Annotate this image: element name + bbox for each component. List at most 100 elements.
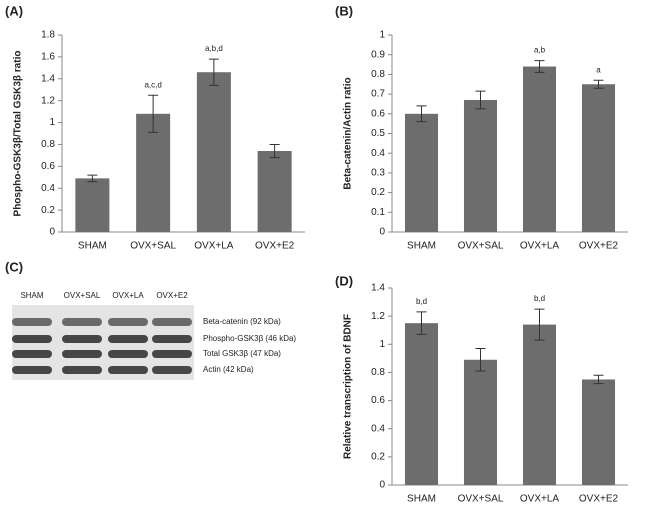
blot-band [12,318,52,326]
bar [522,66,557,233]
y-tick-label: 0.8 [371,367,385,378]
x-tick-label: OVX+LA [520,494,560,505]
y-tick-label: 0.5 [371,128,385,139]
y-tick-label: 0.1 [371,207,385,218]
blot-band [152,350,192,358]
bar [404,113,439,232]
y-tick-label: 0.3 [371,168,385,179]
significance-label: a,b,d [205,44,223,53]
y-tick-label: 0 [379,480,385,491]
bar [404,323,439,485]
lane-label: OVX+E2 [156,291,188,300]
x-tick-label: OVX+LA [520,241,560,252]
bar [522,324,557,485]
x-tick-label: OVX+E2 [579,241,619,252]
y-tick-label: 1.2 [41,95,55,106]
y-tick-label: 0.4 [371,148,385,159]
blot-band [12,366,52,374]
blot-band [12,350,52,358]
significance-label: a [596,65,601,74]
y-axis-label: Relative transcription of BDNF [343,314,354,459]
bar [463,359,498,485]
panel-label: (D) [335,273,353,288]
error-bar [475,90,486,110]
lane-label: OVX+LA [112,291,144,300]
x-tick-label: OVX+E2 [255,241,295,252]
blot-band [108,350,148,358]
y-tick-label: 1 [379,339,385,350]
blot-band [62,350,102,358]
y-tick-label: 0.9 [371,49,385,60]
bar [196,72,231,232]
blot-band [62,335,102,343]
x-tick-label: OVX+SAL [458,241,504,252]
lane-label: OVX+SAL [64,291,101,300]
y-tick-label: 0.8 [371,69,385,80]
row-label: Beta-catenin (92 kDa) [203,317,281,326]
error-bar [534,308,545,341]
significance-label: a,b [534,46,546,55]
panel-label: (C) [5,259,23,274]
bar [75,178,110,232]
error-bar [416,311,427,335]
blot-band [62,366,102,374]
error-bar [593,79,604,89]
blot-band [152,335,192,343]
error-bar [87,174,98,183]
y-tick-label: 0.6 [371,395,385,406]
blot-band [108,335,148,343]
bar [581,379,616,485]
y-tick-label: 0.8 [41,139,55,150]
significance-label: a,c,d [144,80,161,89]
error-bar [148,94,159,133]
y-tick-label: 0.6 [41,161,55,172]
y-tick-label: 1.2 [371,311,385,322]
y-tick-label: 0 [379,227,385,238]
significance-label: b,d [416,297,427,306]
y-tick-label: 1.8 [41,30,55,41]
row-label: Actin (42 kDa) [203,365,254,374]
y-tick-label: 0.2 [41,205,55,216]
y-tick-label: 0.4 [371,423,385,434]
blot-band [12,335,52,343]
x-tick-label: OVX+LA [194,241,234,252]
error-bar [208,58,219,86]
lane-label: SHAM [20,291,43,300]
error-bar [593,374,604,385]
panel-label: (A) [5,3,23,18]
row-label: Phospho-GSK3β (46 kDa) [203,334,296,343]
bar [463,100,498,232]
y-tick-label: 1.6 [41,52,55,63]
panel-label: (B) [335,3,353,18]
row-label: Total GSK3β (47 kDa) [203,349,281,358]
y-tick-label: 0.2 [371,451,385,462]
blot-band [108,366,148,374]
blot-band [152,318,192,326]
x-tick-label: OVX+SAL [458,494,504,505]
error-bar [475,348,486,372]
bar [581,84,616,232]
error-bar [416,105,427,123]
x-tick-label: SHAM [407,241,436,252]
blot-band [62,318,102,326]
x-tick-label: SHAM [78,241,107,252]
bar [257,151,292,232]
y-tick-label: 1 [379,30,385,41]
y-tick-label: 0 [49,227,55,238]
blot-band [152,366,192,374]
error-bar [269,143,280,159]
y-tick-label: 1 [49,117,55,128]
blot-band [108,318,148,326]
y-tick-label: 0.7 [371,89,385,100]
bar [136,113,171,232]
y-tick-label: 1.4 [371,283,385,294]
x-tick-label: OVX+E2 [579,494,619,505]
y-tick-label: 0.2 [371,187,385,198]
y-axis-label: Phospho-GSK3β/Total GSK3β ratio [13,51,24,217]
y-tick-label: 1.4 [41,73,55,84]
y-tick-label: 0.6 [371,108,385,119]
y-tick-label: 0.4 [41,183,55,194]
significance-label: b,d [534,294,545,303]
error-bar [534,60,545,73]
